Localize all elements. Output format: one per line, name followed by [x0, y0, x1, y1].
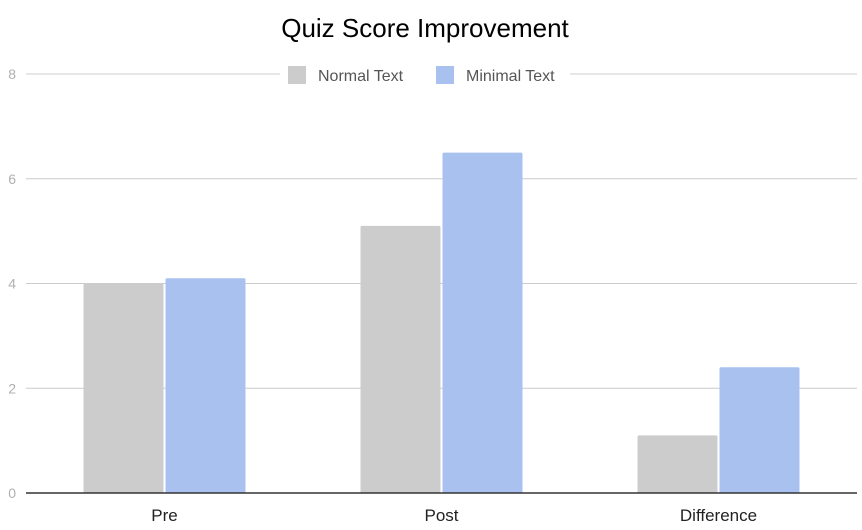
- legend-swatch-minimal-text: [436, 66, 454, 84]
- legend-swatch-normal-text: [288, 66, 306, 84]
- legend: Normal Text Minimal Text: [280, 62, 570, 88]
- legend-label-normal-text: Normal Text: [318, 68, 404, 85]
- legend-label-minimal-text: Minimal Text: [466, 68, 555, 85]
- bar-minimal-text-post: [442, 152, 523, 493]
- y-tick-label: 4: [8, 276, 16, 292]
- bar-minimal-text-difference: [719, 367, 800, 493]
- x-tick-label: Pre: [151, 506, 177, 525]
- bar-minimal-text-pre: [165, 278, 246, 493]
- chart-title: Quiz Score Improvement: [281, 13, 569, 43]
- bar-normal-text-difference: [637, 435, 718, 493]
- y-tick-label: 2: [8, 380, 16, 396]
- x-tick-label: Post: [424, 506, 458, 525]
- y-tick-label: 0: [8, 485, 16, 501]
- y-tick-label: 6: [8, 171, 16, 187]
- bar-normal-text-post: [360, 225, 441, 493]
- bar-normal-text-pre: [83, 283, 164, 493]
- y-tick-label: 8: [8, 66, 16, 82]
- x-tick-label: Difference: [680, 506, 757, 525]
- bars: [83, 152, 800, 493]
- y-axis-ticks: 0 2 4 6 8: [8, 66, 16, 501]
- legend-background: [280, 62, 570, 88]
- x-axis-ticks: Pre Post Difference: [151, 506, 757, 525]
